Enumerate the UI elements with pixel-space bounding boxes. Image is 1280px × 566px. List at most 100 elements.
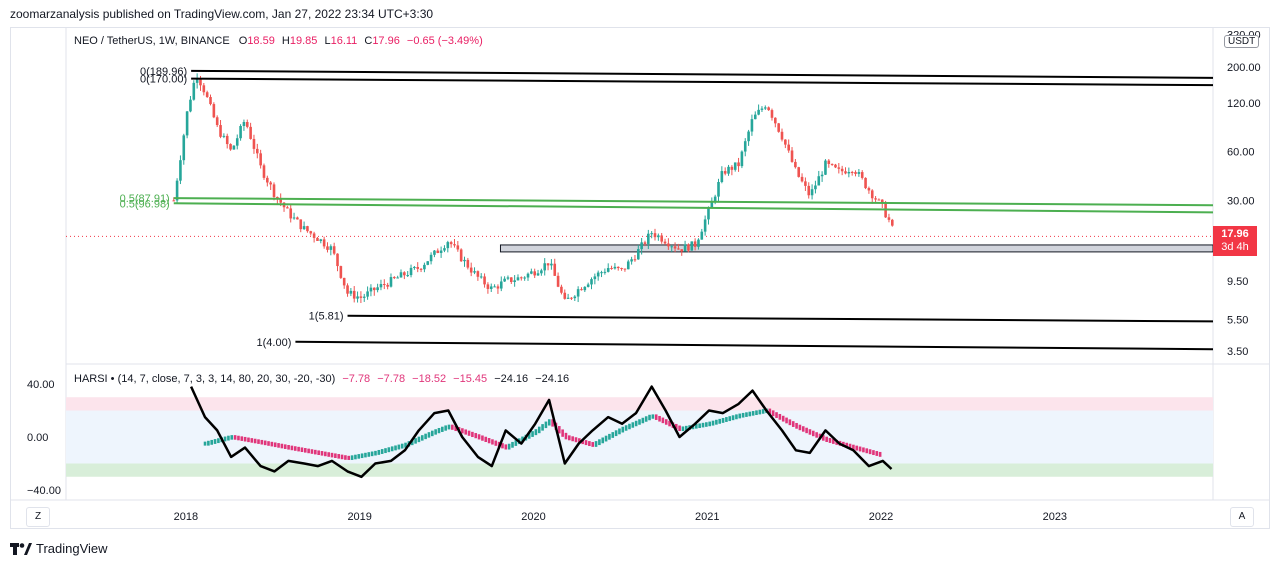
candle-body: [697, 239, 700, 247]
candle-body: [753, 114, 757, 120]
indicator-bar: [310, 449, 314, 454]
trend-line[interactable]: [347, 314, 1214, 323]
candle-body: [590, 279, 593, 285]
candle-body: [737, 162, 740, 167]
candle-body: [232, 145, 236, 150]
indicator-bar: [718, 418, 722, 424]
candle-body: [837, 167, 841, 169]
trend-line[interactable]: [191, 77, 1214, 87]
indicator-bar: [581, 439, 584, 445]
trend-line[interactable]: [295, 340, 1214, 351]
candle-body: [777, 123, 780, 132]
candle-body: [245, 122, 249, 127]
indicator-bar: [207, 440, 210, 446]
indicator-bar: [598, 439, 601, 446]
indicator-bar: [644, 416, 648, 422]
candle-body: [249, 126, 252, 139]
fib-level-line[interactable]: [173, 197, 1214, 207]
indicator-bar: [568, 435, 571, 441]
support-zone-rect[interactable]: [499, 244, 1214, 253]
indicator-bar: [614, 430, 618, 437]
indicator-bar: [521, 436, 524, 443]
tradingview-logo-icon: [10, 542, 32, 555]
candle-body: [192, 82, 196, 100]
indicator-bar: [354, 454, 357, 460]
indicator-bar: [320, 451, 324, 456]
symbol-label[interactable]: NEO / TetherUS, 1W, BINANCE: [74, 35, 230, 47]
candle-body: [817, 176, 821, 186]
candle-body: [580, 289, 583, 291]
auto-scale-button[interactable]: A: [1230, 507, 1254, 527]
indicator-bar: [494, 440, 498, 446]
candle-body: [219, 125, 222, 137]
candle-body: [443, 248, 446, 251]
candle-body: [326, 246, 329, 250]
candle-body: [847, 171, 851, 174]
candle-body: [663, 241, 667, 244]
candle-body: [319, 239, 323, 241]
indicator-bar: [825, 436, 828, 442]
time-tick-label: 2023: [1043, 511, 1067, 523]
indicator-bar: [324, 451, 327, 457]
indicator-bar: [337, 454, 341, 459]
indicator-name[interactable]: HARSI • (14, 7, close, 7, 3, 3, 14, 80, …: [74, 373, 336, 385]
currency-unit-button[interactable]: USDT: [1224, 35, 1260, 48]
candle-body: [540, 270, 543, 274]
candle-body: [215, 117, 219, 126]
candle-body: [499, 281, 503, 289]
tradingview-logo[interactable]: TradingView: [10, 541, 108, 556]
candle-body: [229, 144, 232, 150]
indicator-bar: [668, 420, 671, 427]
indicator-bar: [611, 432, 615, 438]
indicator-bar: [247, 437, 250, 443]
candle-body: [740, 151, 744, 167]
indicator-bar: [574, 437, 578, 443]
indicator-bar: [240, 436, 244, 441]
candle-body: [650, 233, 653, 235]
candle-body: [463, 259, 466, 262]
candle-body: [613, 266, 617, 269]
indicator-bar: [511, 441, 514, 448]
trend-line[interactable]: [191, 69, 1214, 79]
candle-body: [827, 160, 831, 164]
candle-body: [647, 233, 650, 244]
close-value: 17.96: [372, 35, 400, 47]
candle-body: [359, 296, 363, 298]
candle-body: [413, 266, 416, 268]
candle-body: [342, 277, 346, 286]
fib-level-line[interactable]: [173, 202, 1214, 214]
candle-body: [850, 171, 854, 173]
indicator-bar: [801, 426, 805, 432]
indicator-bar: [601, 437, 605, 444]
indicator-bar: [701, 422, 705, 428]
candle-body: [687, 244, 690, 251]
candle-body: [790, 150, 794, 162]
candle-body: [526, 273, 530, 278]
indicator-bar: [738, 413, 742, 419]
candle-body: [543, 263, 547, 271]
fib-level-label: 0(170.00): [140, 74, 187, 86]
indicator-bar: [397, 444, 401, 450]
indicator-bar: [374, 450, 377, 456]
candle-body: [322, 239, 326, 247]
time-zone-button[interactable]: Z: [26, 507, 50, 527]
candle-body: [743, 141, 747, 152]
price-tick-label: 30.00: [1227, 195, 1255, 207]
indicator-bar: [250, 438, 254, 443]
indicator-bar: [504, 444, 508, 450]
candle-body: [797, 167, 801, 177]
indicator-bar: [257, 439, 260, 444]
indicator-bar: [484, 436, 488, 442]
indicator-bar: [711, 420, 715, 426]
indicator-bar: [344, 455, 347, 460]
indicator-bar: [594, 441, 598, 447]
rsi-line[interactable]: [189, 385, 893, 479]
indicator-bar: [641, 417, 645, 424]
candle-body: [256, 148, 259, 154]
candle-body: [857, 172, 861, 174]
candle-body: [830, 163, 834, 165]
indicator-bar: [243, 436, 247, 442]
candle-body: [479, 276, 483, 278]
candle-body: [262, 165, 266, 178]
